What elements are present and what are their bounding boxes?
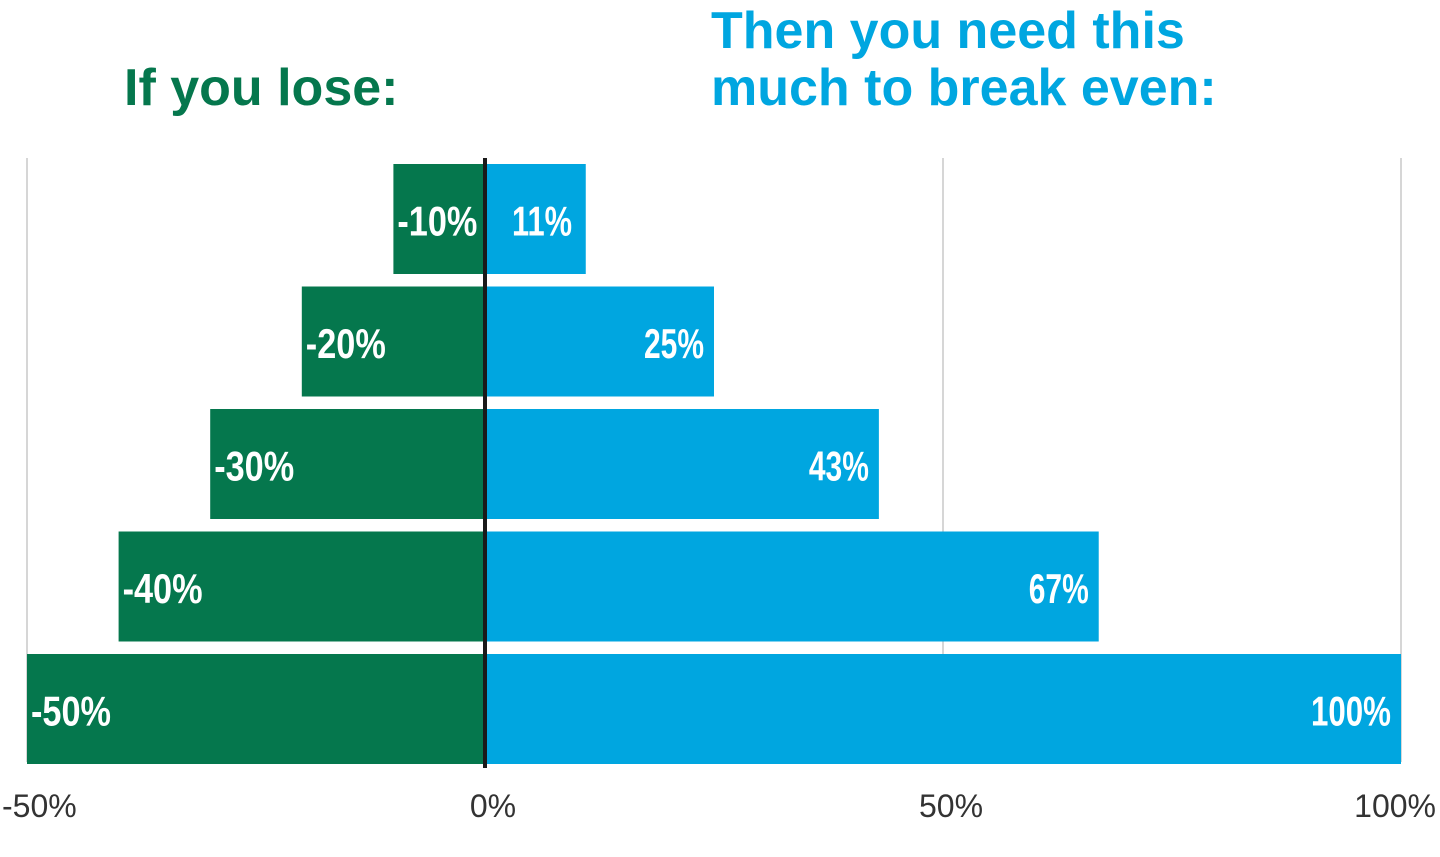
bar-recovery-2 xyxy=(485,409,879,519)
bars: -10% -20% -30% -40% -50% 11% 25% 43% 67% 100% xyxy=(27,164,1401,764)
bar-recovery-label-4: 100% xyxy=(1311,688,1391,735)
bar-recovery-0 xyxy=(485,164,586,274)
left-heading: If you lose: xyxy=(124,59,399,117)
bar-recovery-4 xyxy=(485,654,1401,764)
x-axis-ticks: -50% 0% 50% 100% xyxy=(2,788,1436,824)
bar-recovery-label-3: 67% xyxy=(1029,565,1089,612)
bar-loss-4 xyxy=(27,654,485,764)
x-tick-label-1: 0% xyxy=(470,788,516,824)
bar-loss-label-3: -40% xyxy=(123,565,203,612)
x-tick-label-3: 100% xyxy=(1354,788,1436,824)
x-tick-label-2: 50% xyxy=(919,788,983,824)
right-heading-line-2: much to break even: xyxy=(711,59,1217,117)
bar-loss-1 xyxy=(301,286,485,397)
x-tick-label-0: -50% xyxy=(2,788,77,824)
bar-loss-label-0: -10% xyxy=(397,198,477,245)
bar-recovery-label-0: 11% xyxy=(512,198,572,245)
bar-loss-3 xyxy=(118,531,485,642)
bar-loss-0 xyxy=(393,164,485,274)
right-heading: Then you need this much to break even: xyxy=(711,3,1217,117)
bar-recovery-label-1: 25% xyxy=(644,320,704,367)
bar-loss-label-2: -30% xyxy=(214,443,294,490)
right-heading-line-1: Then you need this xyxy=(711,2,1185,60)
bar-loss-label-4: -50% xyxy=(31,688,111,735)
bar-recovery-1 xyxy=(485,286,714,397)
bar-recovery-label-2: 43% xyxy=(809,443,869,490)
bar-loss-2 xyxy=(210,409,485,519)
bar-recovery-3 xyxy=(485,531,1099,642)
bar-loss-label-1: -20% xyxy=(306,320,386,367)
